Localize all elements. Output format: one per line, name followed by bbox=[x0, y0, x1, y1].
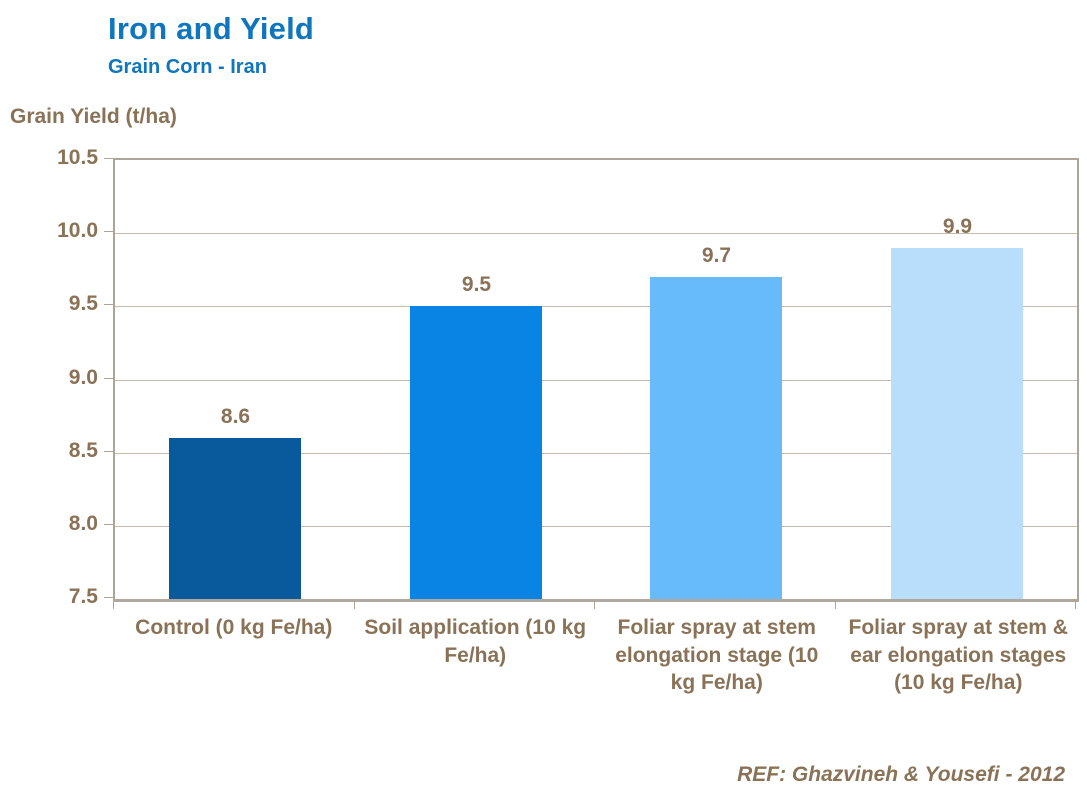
gridline bbox=[115, 233, 1077, 234]
category-label: Foliar spray at stem elongation stage (1… bbox=[615, 616, 819, 695]
y-tick-label: 10.0 bbox=[57, 219, 98, 242]
y-tick-label: 10.5 bbox=[57, 146, 98, 169]
gridline bbox=[115, 526, 1077, 527]
bar-value-label: 9.7 bbox=[701, 244, 732, 267]
y-tick-mark bbox=[104, 231, 113, 232]
y-tick-mark bbox=[104, 304, 113, 305]
y-tick-mark bbox=[104, 524, 113, 525]
y-tick-label: 7.5 bbox=[68, 585, 98, 608]
category-label: Foliar spray at stem & ear elongation st… bbox=[848, 616, 1068, 695]
x-tick-mark bbox=[1075, 600, 1076, 609]
x-tick-mark bbox=[354, 600, 355, 609]
y-tick-mark bbox=[104, 378, 113, 379]
bar bbox=[650, 277, 782, 599]
y-tick-label: 8.5 bbox=[68, 439, 98, 462]
y-tick-label: 9.5 bbox=[68, 292, 98, 315]
x-tick-mark bbox=[594, 600, 595, 609]
y-tick-label: 9.0 bbox=[68, 366, 98, 389]
bar bbox=[169, 438, 301, 599]
category-label: Control (0 kg Fe/ha) bbox=[135, 616, 333, 639]
x-axis-category-labels: Control (0 kg Fe/ha) Soil application (10… bbox=[113, 614, 1079, 697]
y-tick-mark bbox=[104, 597, 113, 598]
chart-title: Iron and Yield bbox=[108, 11, 315, 46]
gridline bbox=[115, 380, 1077, 381]
bar-value-label: 9.9 bbox=[942, 215, 973, 238]
chart-subtitle: Grain Corn - Iran bbox=[108, 56, 267, 78]
bar bbox=[410, 306, 542, 599]
bar-value-label: 8.6 bbox=[220, 405, 251, 428]
x-tick-mark bbox=[113, 600, 114, 609]
y-tick-mark bbox=[104, 158, 113, 159]
gridline bbox=[115, 306, 1077, 307]
y-axis-label: Grain Yield (t/ha) bbox=[10, 105, 177, 128]
y-tick-label: 8.0 bbox=[68, 512, 98, 535]
x-tick-mark bbox=[835, 600, 836, 609]
bar-value-label: 9.5 bbox=[461, 273, 492, 296]
bar bbox=[891, 248, 1023, 599]
y-tick-mark bbox=[104, 451, 113, 452]
plot-area: 8.6 9.5 9.7 9.9 bbox=[113, 158, 1079, 602]
category-label: Soil application (10 kg Fe/ha) bbox=[364, 616, 587, 667]
reference-note: REF: Ghazvineh & Yousefi - 2012 bbox=[737, 763, 1065, 786]
gridline bbox=[115, 453, 1077, 454]
